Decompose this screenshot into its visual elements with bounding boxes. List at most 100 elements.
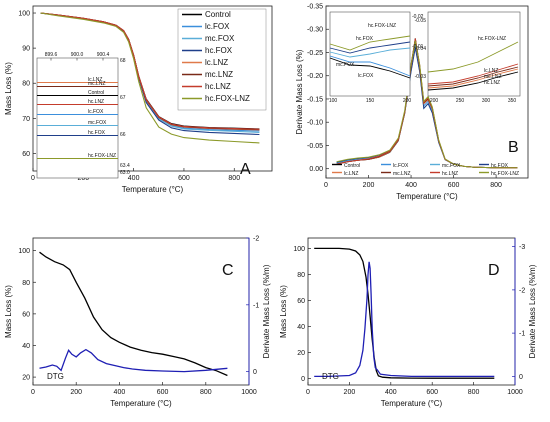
y-tick-label: 60: [297, 298, 305, 305]
x-tick-label: 800: [468, 389, 480, 396]
dtg-annotation: DTG: [47, 372, 64, 381]
inset-x-tick-label: 200: [430, 98, 439, 104]
inset-series-label: lc.LNZ: [88, 77, 102, 83]
y-tick-label: -0.15: [307, 96, 323, 103]
inset-series-line: [329, 41, 411, 54]
y2-axis-label: Derivate Mass Loss (%/m): [262, 264, 271, 358]
x-tick-label: 0: [31, 389, 35, 396]
x-axis-label: Temperature (°C): [110, 399, 172, 408]
inset-label: mc.FOX: [336, 62, 355, 68]
y-tick-label: 90: [22, 46, 30, 53]
legend-label: mc.FOX: [205, 34, 235, 43]
y-axis-label: Mass Loss (%): [4, 285, 13, 338]
x-tick-label: 1000: [241, 389, 257, 396]
x-axis-label: Temperature (°C): [381, 399, 443, 408]
x-tick-label: 0: [31, 175, 35, 182]
y-tick-label: 70: [22, 116, 30, 123]
x-tick-label: 600: [448, 182, 460, 189]
x-tick-label: 200: [344, 389, 356, 396]
inset-frame: [427, 11, 521, 97]
inset-y-tick-label: 68: [120, 58, 126, 64]
plot-frame: [32, 237, 250, 386]
inset-label: mc.LNZ: [484, 74, 502, 80]
x-tick-label: 800: [228, 175, 240, 182]
y-axis-label: Derivate Mass Loss (%): [295, 49, 304, 134]
inset-series-label: lc.FOX: [88, 109, 104, 115]
y-tick-label: 40: [297, 324, 305, 331]
legend-label: hc.FOX: [491, 163, 509, 169]
legend-label: Control: [205, 10, 231, 19]
inset-series-line: [427, 63, 519, 85]
panel-a: 0 200 400 600 800 60 70 80 90 100 Temperature (°C)…: [4, 5, 273, 194]
y-tick-label: -0.10: [307, 120, 323, 127]
x-tick-label: 400: [385, 389, 397, 396]
panel-letter-c: C: [222, 262, 234, 279]
inset-label: lc.LNZ: [484, 68, 498, 74]
mass-loss-curve: [39, 251, 228, 377]
legend-label: hc.LNZ: [205, 82, 231, 91]
x-tick-label: 400: [128, 175, 140, 182]
legend: Control lc.FOX mc.FOX hc.FOX lc.LNZ mc.LNZ hc.…: [177, 8, 267, 111]
inset-series-line: [427, 41, 519, 73]
mass-loss-curve: [314, 247, 495, 379]
y-tick-label: 40: [22, 343, 30, 350]
inset-x-tick-label: 900.4: [97, 52, 110, 58]
inset-series-line: [329, 55, 411, 77]
y-tick-label: 60: [22, 151, 30, 158]
inset-x-tick-label: 150: [366, 98, 375, 104]
plot-frame: [307, 237, 516, 386]
panel-letter-a: A: [240, 161, 251, 178]
x-tick-label: 400: [405, 182, 417, 189]
x-tick-label: 600: [178, 175, 190, 182]
inset-y-tick-label: -0.02: [412, 14, 424, 20]
inset-y-tick-label: -0.01: [412, 44, 424, 50]
x-tick-label: 400: [114, 389, 126, 396]
y2-tick-label: 0: [519, 374, 523, 381]
x-tick-label: 1000: [507, 389, 523, 396]
y-tick-label: 20: [297, 350, 305, 357]
inset-x-tick-label: 350: [508, 98, 517, 104]
x-tick-label: 0: [306, 389, 310, 396]
inset-series-line: [329, 57, 411, 79]
y-tick-label: -0.35: [307, 4, 323, 11]
y2-tick-label: -1: [519, 331, 525, 338]
legend-label: hc.FOX: [205, 46, 233, 55]
inset-y-tick-label: 63.0: [120, 170, 130, 176]
plot-frame: [32, 5, 273, 172]
inset-series-line: [329, 35, 411, 51]
x-tick-label: 200: [77, 175, 89, 182]
series-line-hc-lnz: [40, 12, 260, 130]
y-tick-label: 80: [297, 272, 305, 279]
y-tick-label: -0.20: [307, 73, 323, 80]
inset-series-line: [329, 47, 411, 58]
dtg-annotation: DTG: [322, 372, 339, 381]
y2-tick-label: 0: [253, 369, 257, 376]
y-tick-label: 100: [18, 248, 30, 255]
x-tick-label: 600: [157, 389, 169, 396]
inset-label: hc.FOX: [356, 36, 374, 42]
x-tick-label: 0: [324, 182, 328, 189]
panel-d: 0 200 400 600 800 1000 0 20 40 60 80 100 Temperature…: [279, 237, 537, 408]
y2-tick-label: -2: [519, 287, 525, 294]
x-tick-label: 200: [363, 182, 375, 189]
legend-label: hc.FOX-LNZ: [205, 94, 250, 103]
legend-label: mc.FOX: [442, 163, 461, 169]
legend-label: lc.LNZ: [344, 171, 358, 177]
y-axis-label: Mass Loss (%): [279, 285, 288, 338]
inset-y-tick-label: -0.03: [415, 74, 427, 80]
y2-tick-label: -1: [253, 302, 259, 309]
y-tick-label: 20: [22, 375, 30, 382]
legend: Control lc.FOX mc.FOX hc.FOX lc.LNZ mc.LNZ hc.…: [332, 163, 519, 177]
x-axis-label: Temperature (°C): [396, 192, 458, 201]
inset-x-tick-label: 900.0: [71, 52, 84, 58]
inset-y-tick-label: -0.04: [415, 46, 427, 52]
x-tick-label: 200: [70, 389, 82, 396]
y-axis-label: Mass Loss (%): [4, 62, 13, 115]
y2-tick-label: -2: [253, 236, 259, 243]
series-line-hc-fox-lnz: [336, 40, 518, 169]
inset-series-label: mc.FOX: [88, 120, 107, 126]
inset-x-tick-label: 100: [329, 98, 338, 104]
